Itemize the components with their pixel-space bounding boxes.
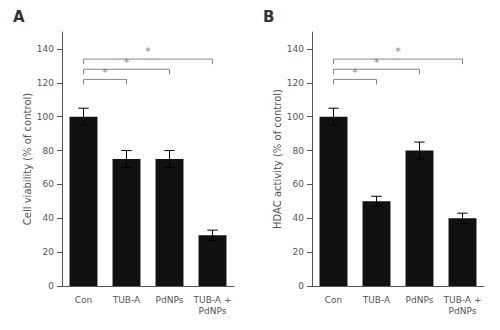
svg-text:PdNPs: PdNPs	[156, 295, 184, 305]
svg-text:B: B	[263, 8, 274, 26]
svg-text:PdNPs: PdNPs	[449, 306, 477, 316]
svg-text:60: 60	[43, 179, 55, 189]
svg-text:PdNPs: PdNPs	[199, 306, 227, 316]
svg-text:40: 40	[293, 213, 305, 223]
svg-text:Cell viability (% of control): Cell viability (% of control)	[22, 93, 33, 225]
svg-text:140: 140	[37, 44, 54, 54]
svg-text:Con: Con	[75, 295, 93, 305]
svg-text:*: *	[124, 56, 130, 69]
svg-text:PdNPs: PdNPs	[406, 295, 434, 305]
svg-text:*: *	[374, 56, 380, 69]
svg-text:*: *	[145, 45, 151, 58]
svg-text:TUB-A +: TUB-A +	[443, 295, 482, 305]
svg-text:60: 60	[293, 179, 305, 189]
svg-text:A: A	[13, 8, 25, 26]
svg-text:TUB-A: TUB-A	[112, 295, 141, 305]
svg-text:20: 20	[43, 247, 55, 257]
svg-text:*: *	[102, 66, 108, 79]
svg-text:TUB-A +: TUB-A +	[193, 295, 232, 305]
svg-text:20: 20	[293, 247, 305, 257]
svg-text:HDAC activity (% of control): HDAC activity (% of control)	[272, 89, 283, 229]
svg-text:80: 80	[43, 146, 55, 156]
svg-text:140: 140	[287, 44, 304, 54]
svg-text:120: 120	[37, 78, 54, 88]
svg-text:0: 0	[298, 281, 304, 291]
svg-text:*: *	[352, 66, 358, 79]
svg-text:100: 100	[287, 112, 304, 122]
svg-text:120: 120	[287, 78, 304, 88]
svg-text:*: *	[395, 45, 401, 58]
svg-text:Con: Con	[325, 295, 343, 305]
svg-text:0: 0	[48, 281, 54, 291]
svg-text:TUB-A: TUB-A	[362, 295, 391, 305]
svg-text:80: 80	[293, 146, 305, 156]
svg-text:40: 40	[43, 213, 55, 223]
svg-text:100: 100	[37, 112, 54, 122]
